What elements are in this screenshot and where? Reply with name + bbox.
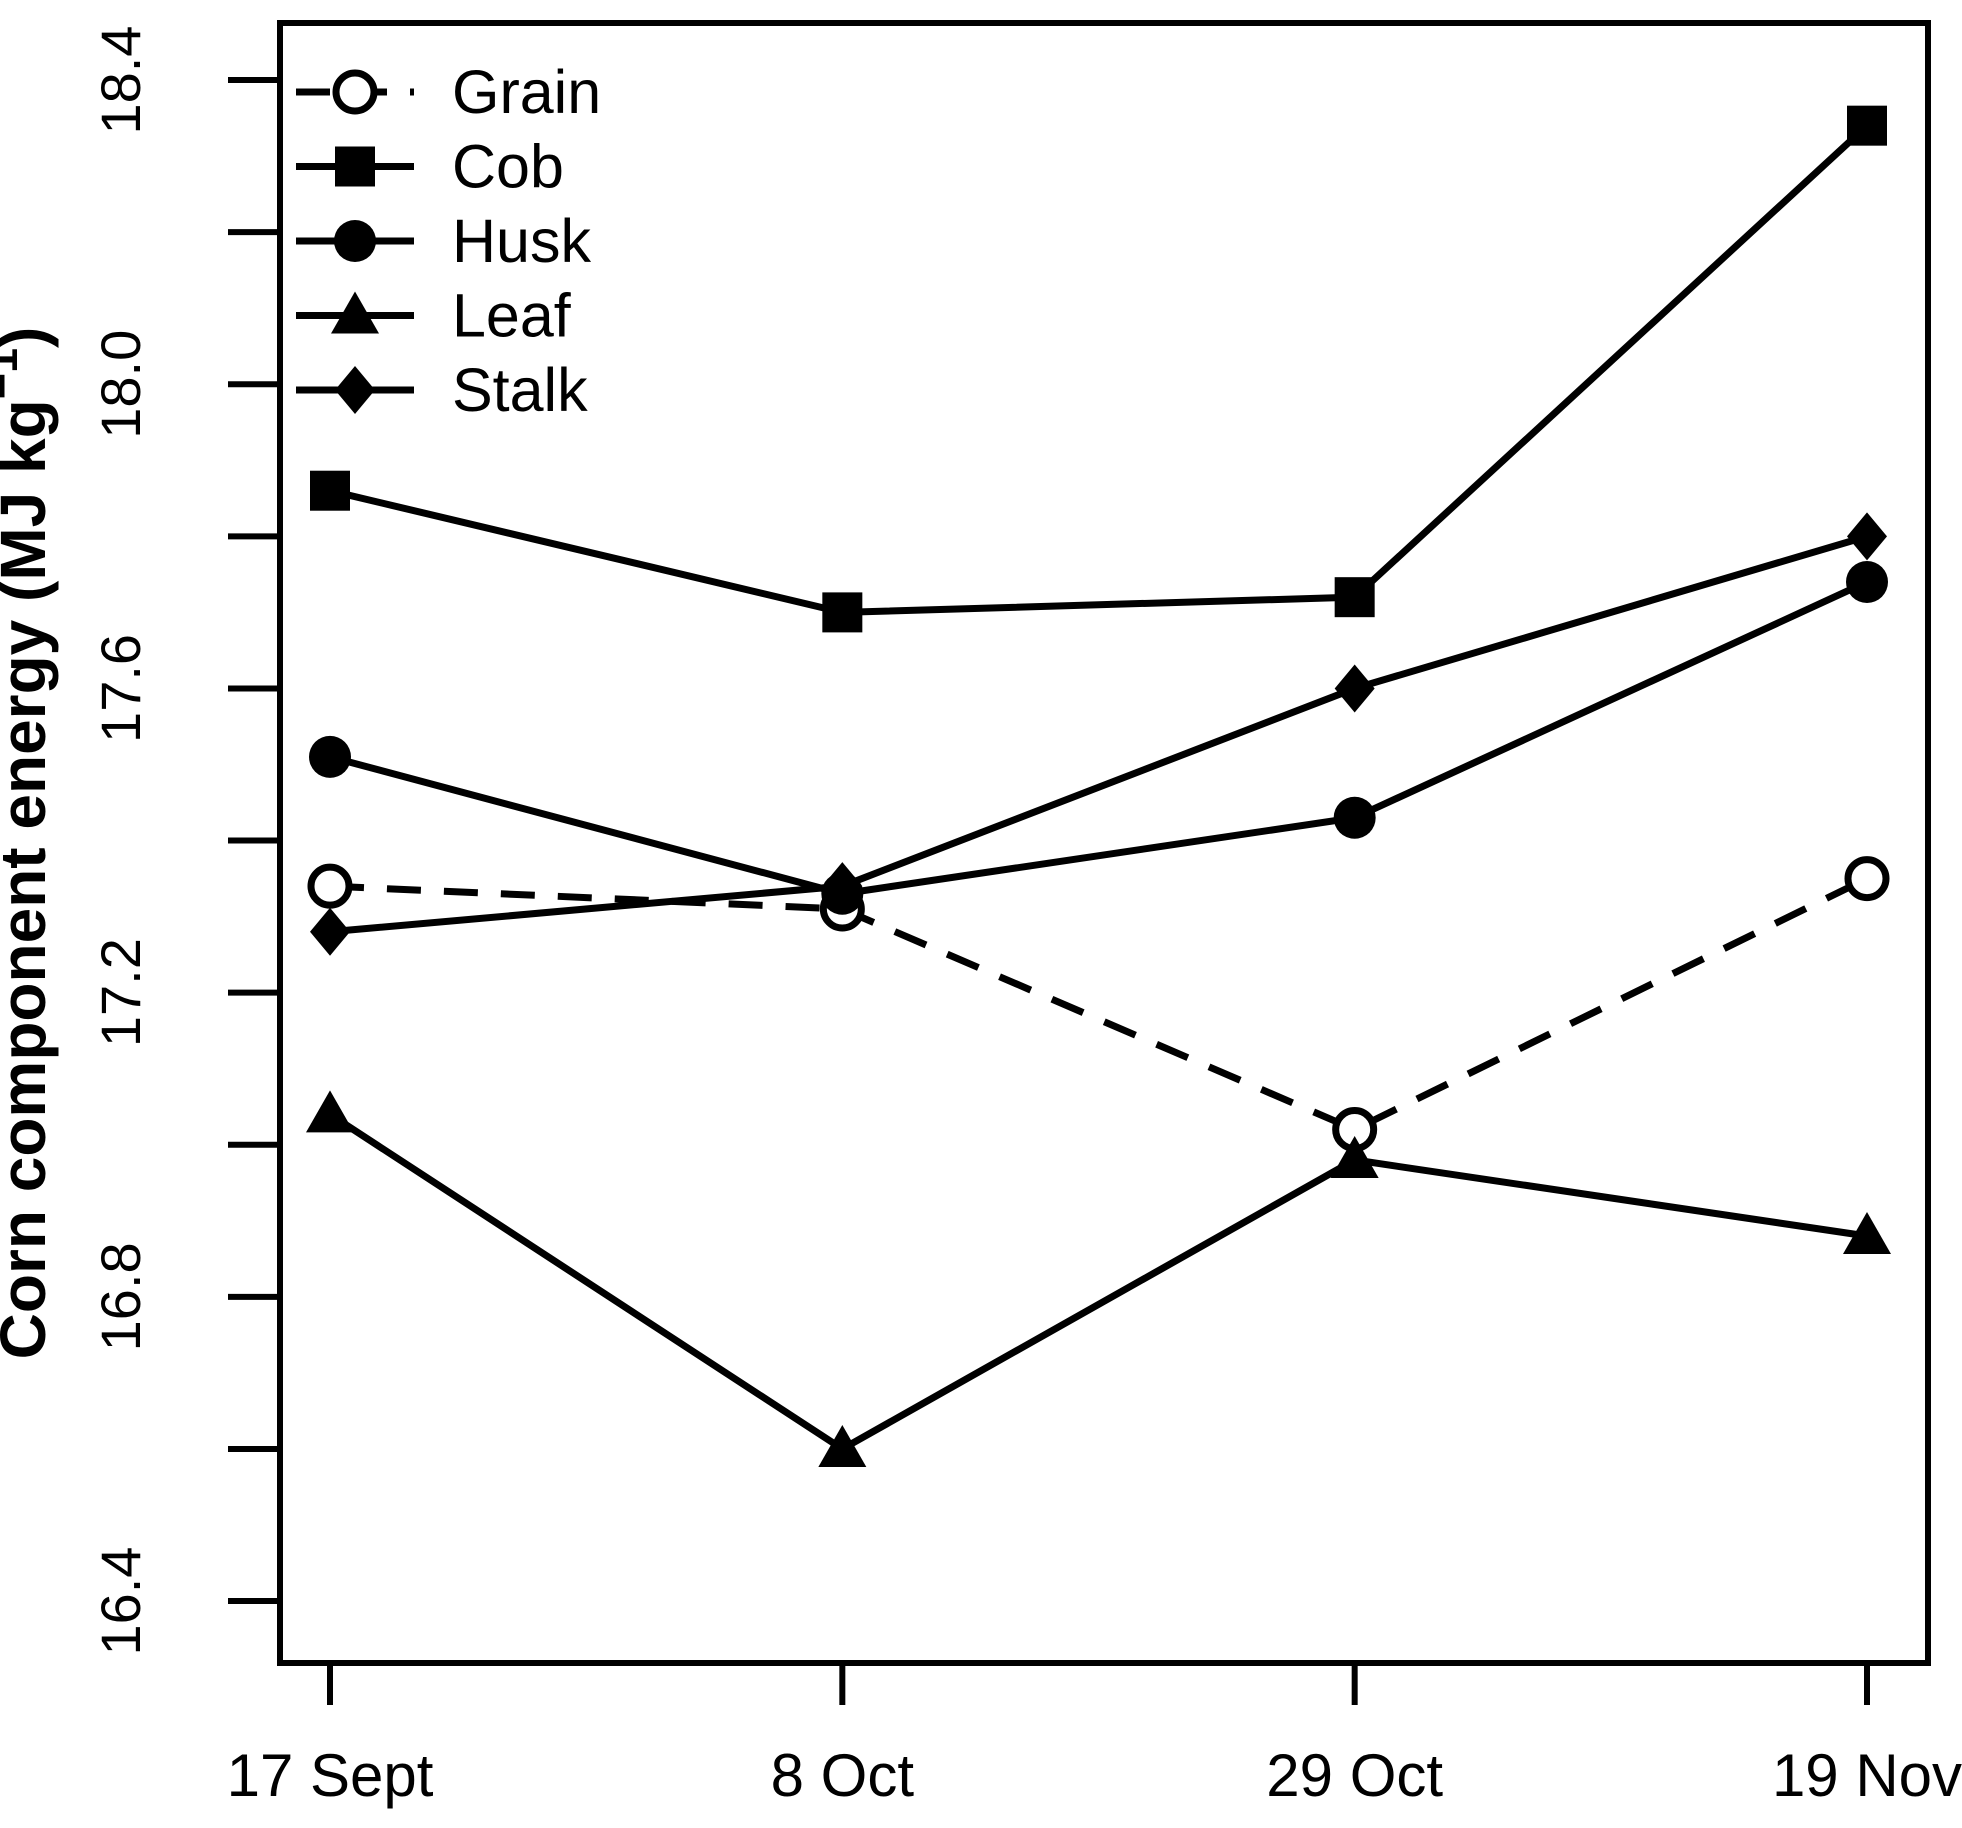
legend-item-grain: Grain (296, 58, 601, 126)
series-husk (309, 560, 1888, 915)
legend-label: Stalk (452, 356, 588, 424)
series-marker-cob (310, 470, 350, 511)
legend-label: Cob (452, 133, 564, 201)
legend-item-cob: Cob (296, 133, 564, 201)
legend-label: Leaf (452, 282, 572, 350)
y-axis-tick-label: 16.4 (89, 1547, 152, 1656)
series-marker-stalk (1847, 512, 1887, 561)
series-cob (310, 105, 1887, 633)
series-marker-husk (309, 735, 351, 778)
legend-label: Grain (452, 58, 601, 126)
y-axis-tick-label: 18.4 (89, 26, 152, 135)
legend-marker-stalk (335, 366, 375, 414)
y-axis-tick-label: 16.8 (89, 1242, 152, 1351)
series-grain (307, 856, 1890, 1153)
series-marker-stalk (310, 907, 350, 956)
series-line-husk (329, 578, 1869, 898)
series-marker-stalk (1334, 664, 1375, 713)
legend-marker-husk (334, 220, 376, 262)
legend-item-stalk: Stalk (296, 356, 588, 424)
series-marker-leaf (1330, 1135, 1379, 1178)
series-marker-cob (1847, 105, 1887, 146)
x-axis: 17 Sept 8 Oct 29 Oct 19 Nov (227, 1663, 1962, 1809)
series-line-grain (329, 875, 1869, 1134)
legend-label: Husk (452, 207, 591, 275)
legend-marker-leaf (331, 291, 379, 334)
y-axis-tick-label: 17.2 (89, 938, 152, 1047)
series-leaf (306, 1090, 1891, 1467)
series-marker-grain (307, 863, 353, 909)
series-marker-husk (1846, 560, 1888, 603)
legend-item-husk: Husk (296, 207, 591, 275)
legend-item-leaf: Leaf (296, 282, 572, 350)
series-marker-leaf (818, 1424, 867, 1467)
series-marker-cob (1334, 577, 1375, 618)
series-marker-leaf (1843, 1211, 1891, 1254)
series-line-stalk (329, 532, 1868, 936)
series-stalk (310, 512, 1887, 956)
series-marker-grain (1844, 856, 1890, 902)
series-line-leaf (328, 1111, 1868, 1454)
series-marker-stalk (822, 862, 863, 911)
y-axis-title: Corn component energy (MJ kg−1) (0, 327, 59, 1360)
x-axis-tick-label: 17 Sept (227, 1742, 434, 1809)
legend-marker-grain (332, 69, 378, 115)
x-axis-tick-label: 29 Oct (1266, 1742, 1443, 1809)
x-axis-tick-label: 19 Nov (1772, 1742, 1962, 1809)
series-marker-husk (1333, 796, 1376, 839)
series-marker-cob (822, 592, 863, 633)
y-axis-tick-label: 17.6 (89, 634, 152, 743)
y-axis-tick-label: 18.0 (89, 330, 152, 439)
series-marker-leaf (306, 1090, 354, 1133)
x-axis-tick-label: 8 Oct (771, 1742, 915, 1809)
y-axis: 16.4 16.8 17.2 17.6 18.0 18.4 (89, 26, 280, 1656)
legend-marker-cob (335, 146, 375, 187)
series-line-cob (329, 123, 1870, 616)
